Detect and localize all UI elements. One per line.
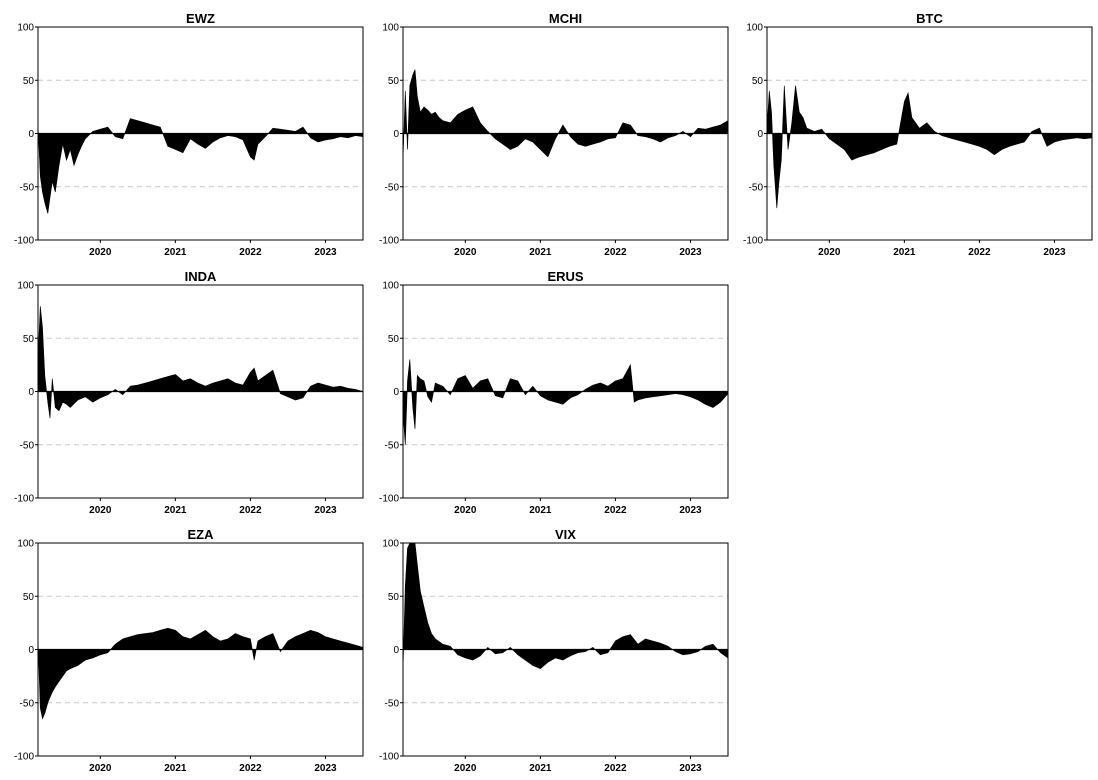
x-tick-label: 2021 xyxy=(529,247,552,258)
x-tick-label: 2020 xyxy=(89,247,112,258)
y-tick-label: 0 xyxy=(393,645,399,656)
y-tick-label: -100 xyxy=(379,236,399,247)
x-tick-label: 2022 xyxy=(239,247,262,258)
x-tick-label: 2023 xyxy=(314,763,337,774)
y-tick-label: -100 xyxy=(14,494,34,505)
y-tick-label: -100 xyxy=(14,236,34,247)
y-tick-label: 100 xyxy=(382,539,399,550)
y-tick-label: -100 xyxy=(14,752,34,763)
y-tick-label: 0 xyxy=(393,387,399,398)
y-tick-label: 0 xyxy=(28,129,34,140)
y-tick-label: 50 xyxy=(388,334,400,345)
x-tick-label: 2022 xyxy=(604,247,627,258)
panel-title: EZA xyxy=(188,527,215,542)
x-tick-label: 2022 xyxy=(604,763,627,774)
panel-title: BTC xyxy=(916,11,943,26)
panel-title: INDA xyxy=(185,269,217,284)
panel-erus: ERUS 100 50 0 -50 -100 2020 2021 2022 2023 xyxy=(379,269,729,516)
y-tick-label: -50 xyxy=(385,698,400,709)
x-tick-label: 2020 xyxy=(89,505,112,516)
y-tick-label: -100 xyxy=(379,494,399,505)
y-tick-label: -50 xyxy=(20,698,35,709)
x-tick-label: 2023 xyxy=(679,763,702,774)
x-tick-label: 2023 xyxy=(679,247,702,258)
y-tick-label: 100 xyxy=(17,539,34,550)
panel-title: VIX xyxy=(555,527,576,542)
x-tick-label: 2020 xyxy=(454,763,477,774)
panel-title: MCHI xyxy=(549,11,582,26)
y-tick-label: -50 xyxy=(20,182,35,193)
y-tick-label: 0 xyxy=(393,129,399,140)
x-tick-label: 2020 xyxy=(454,505,477,516)
y-tick-label: 0 xyxy=(28,387,34,398)
y-tick-label: 50 xyxy=(23,592,35,603)
series-area xyxy=(37,306,364,419)
y-tick-label: 100 xyxy=(382,23,399,34)
x-tick-label: 2021 xyxy=(164,505,187,516)
y-tick-label: 100 xyxy=(746,23,763,34)
y-tick-label: 50 xyxy=(752,76,764,87)
series-area xyxy=(37,118,364,214)
x-tick-label: 2023 xyxy=(1043,247,1066,258)
y-tick-label: 50 xyxy=(23,76,35,87)
x-tick-label: 2022 xyxy=(604,505,627,516)
y-tick-label: -50 xyxy=(385,440,400,451)
series-area xyxy=(402,359,729,445)
series-area xyxy=(402,69,729,161)
x-tick-label: 2021 xyxy=(529,763,552,774)
y-tick-label: 50 xyxy=(23,334,35,345)
x-tick-label: 2023 xyxy=(679,505,702,516)
y-tick-label: 100 xyxy=(382,281,399,292)
y-tick-label: -50 xyxy=(20,440,35,451)
panel-mchi: MCHI 100 50 0 -50 -100 2020 2021 2022 2023 xyxy=(379,11,729,258)
y-tick-label: -100 xyxy=(743,236,763,247)
x-tick-label: 2022 xyxy=(239,763,262,774)
x-tick-label: 2021 xyxy=(893,247,916,258)
panel-title: EWZ xyxy=(186,11,215,26)
x-tick-label: 2022 xyxy=(968,247,991,258)
y-tick-label: 0 xyxy=(28,645,34,656)
y-tick-label: 50 xyxy=(388,592,400,603)
series-area xyxy=(402,542,729,671)
y-tick-label: 0 xyxy=(757,129,763,140)
panel-btc: BTC 100 50 0 -50 -100 2020 2021 2022 2023 xyxy=(743,11,1093,258)
x-tick-label: 2020 xyxy=(454,247,477,258)
panel-eza: EZA 100 50 0 -50 -100 2020 2021 2022 2023 xyxy=(14,527,364,774)
x-tick-label: 2020 xyxy=(89,763,112,774)
y-tick-label: -100 xyxy=(379,752,399,763)
series-area xyxy=(766,85,1093,209)
x-tick-label: 2021 xyxy=(164,763,187,774)
x-tick-label: 2023 xyxy=(314,505,337,516)
x-tick-label: 2021 xyxy=(164,247,187,258)
y-tick-label: 50 xyxy=(388,76,400,87)
panel-vix: VIX 100 50 0 -50 -100 2020 2021 2022 2023 xyxy=(379,527,729,774)
panel-ewz: EWZ 100 50 0 -50 -100 2020 2021 2022 2023 xyxy=(14,11,364,258)
y-tick-label: 100 xyxy=(17,281,34,292)
x-tick-label: 2021 xyxy=(529,505,552,516)
panel-inda: INDA 100 50 0 -50 -100 2020 2021 2022 2023 xyxy=(14,269,364,516)
panel-title: ERUS xyxy=(547,269,583,284)
y-tick-label: -50 xyxy=(749,182,764,193)
series-area xyxy=(37,627,364,720)
x-tick-label: 2023 xyxy=(314,247,337,258)
x-tick-label: 2020 xyxy=(818,247,841,258)
y-tick-label: 100 xyxy=(17,23,34,34)
y-tick-label: -50 xyxy=(385,182,400,193)
x-tick-label: 2022 xyxy=(239,505,262,516)
